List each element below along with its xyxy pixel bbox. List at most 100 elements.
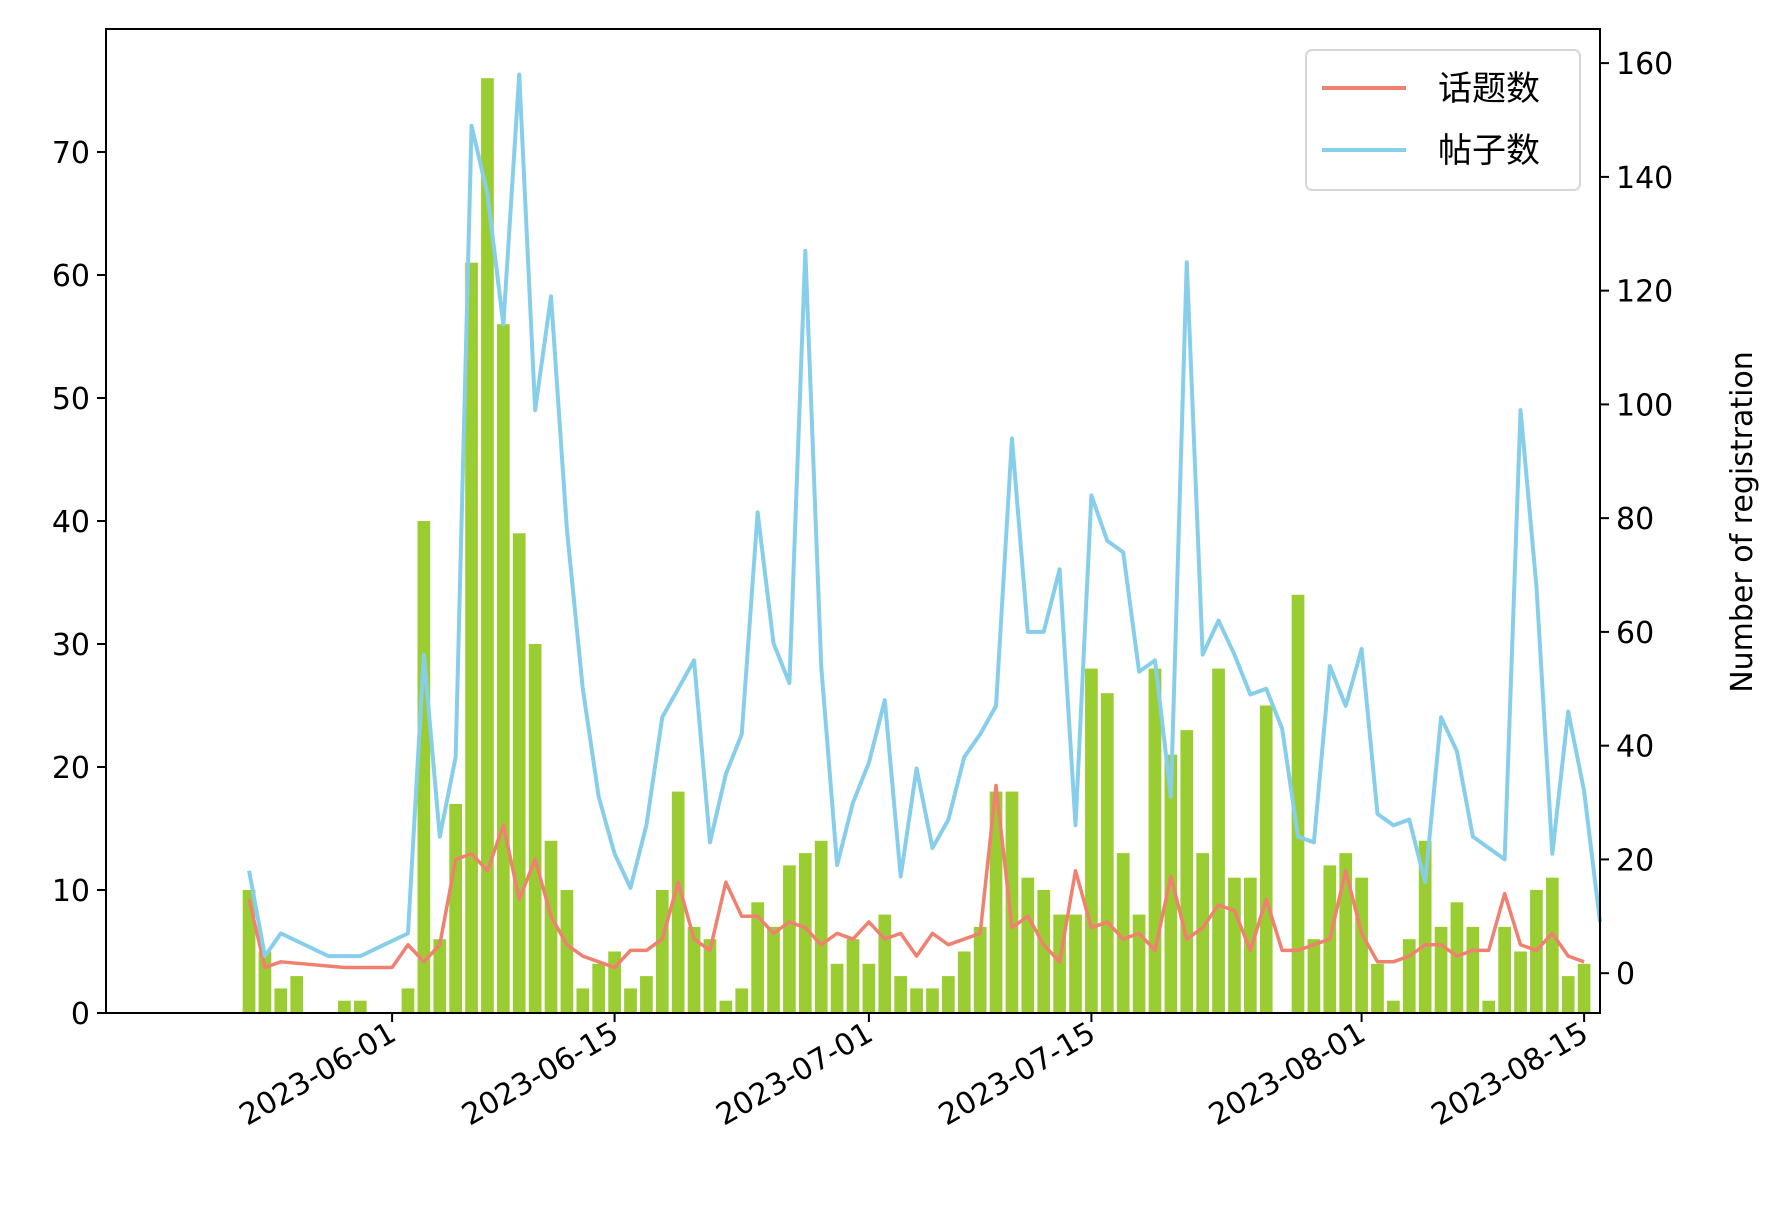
line-series-0 <box>247 783 1585 970</box>
bar <box>719 1000 733 1013</box>
bar <box>1259 705 1273 1013</box>
bar <box>465 262 478 1013</box>
bar <box>624 988 637 1013</box>
bar <box>1021 877 1035 1013</box>
y-right-tick-label: 60 <box>1616 616 1654 651</box>
y-right-tick-label: 80 <box>1616 502 1654 537</box>
bar <box>783 865 796 1013</box>
bar <box>894 976 908 1013</box>
bar <box>1434 926 1448 1013</box>
bar <box>1100 693 1114 1013</box>
bar <box>1514 951 1527 1013</box>
y-left-tick-label: 70 <box>52 136 90 171</box>
bar <box>1069 914 1082 1013</box>
bar <box>1371 963 1384 1013</box>
bar <box>1307 939 1321 1013</box>
bar <box>989 791 1003 1013</box>
bar <box>481 78 494 1013</box>
bar <box>338 1000 351 1013</box>
y-right-tick-label: 160 <box>1616 47 1673 82</box>
legend-box <box>1305 49 1581 191</box>
bar <box>751 902 764 1013</box>
bar <box>1355 877 1368 1013</box>
bar <box>290 976 304 1013</box>
y-left-tick-label: 60 <box>52 259 90 294</box>
bar <box>1228 877 1241 1013</box>
bar <box>1291 594 1305 1013</box>
bar <box>353 1000 367 1013</box>
bar <box>798 853 812 1013</box>
bar <box>1402 939 1416 1013</box>
y-right-tick-label: 100 <box>1616 388 1673 423</box>
y-left-tick-label: 10 <box>52 874 90 909</box>
y-right-tick-label: 120 <box>1616 275 1673 310</box>
bar <box>560 890 574 1013</box>
bar <box>655 890 669 1013</box>
bar <box>1387 1000 1400 1013</box>
bar <box>1498 926 1511 1013</box>
bar <box>1577 963 1591 1013</box>
bar <box>512 533 526 1013</box>
y-left-tick-label: 30 <box>52 628 90 663</box>
bar <box>878 914 892 1013</box>
line-series-group <box>247 72 1602 970</box>
bar <box>1212 668 1225 1013</box>
bar <box>942 976 955 1013</box>
y-right-tick-label: 0 <box>1616 957 1635 992</box>
bar <box>910 988 923 1013</box>
y-left-tick-label: 40 <box>52 505 90 540</box>
bar <box>814 840 828 1013</box>
bar <box>1180 730 1194 1013</box>
bar <box>1196 853 1210 1013</box>
bar <box>449 803 463 1013</box>
bar <box>703 939 717 1013</box>
bar <box>1005 791 1019 1013</box>
y-left-tick-label: 0 <box>71 997 90 1032</box>
bar <box>926 988 939 1013</box>
bar <box>576 988 590 1013</box>
y-left-tick-label: 20 <box>52 751 90 786</box>
bar <box>1418 840 1432 1013</box>
bar <box>846 939 860 1013</box>
bar <box>1561 976 1575 1013</box>
line-series-1 <box>247 72 1602 959</box>
bar <box>1339 853 1353 1013</box>
y-right-tick-label: 140 <box>1616 161 1673 196</box>
y-axis-left: 0 10 20 30 40 50 60 70 <box>52 136 106 1032</box>
bar <box>1037 890 1051 1013</box>
bar <box>640 976 653 1013</box>
bar <box>830 963 844 1013</box>
legend-label: 帖子数 <box>1438 131 1540 171</box>
y-right-tick-label: 40 <box>1616 730 1654 765</box>
bar <box>1466 926 1480 1013</box>
y-left-tick-label: 50 <box>52 382 90 417</box>
bar <box>1085 668 1098 1013</box>
bar <box>1132 914 1146 1013</box>
bar <box>671 791 685 1013</box>
bar <box>592 963 606 1013</box>
bar <box>1116 853 1130 1013</box>
bar <box>1545 877 1559 1013</box>
bar <box>242 890 256 1013</box>
bar <box>401 988 415 1013</box>
bar <box>274 988 288 1013</box>
bar <box>735 988 749 1013</box>
bar <box>1482 1000 1496 1013</box>
legend-label: 话题数 <box>1438 69 1540 109</box>
y-axis-right: 0 20 40 60 80 100 120 140 160 <box>1600 47 1673 992</box>
bar <box>496 324 510 1013</box>
bar <box>687 926 701 1013</box>
bar <box>862 963 876 1013</box>
bar <box>957 951 971 1013</box>
bar <box>544 840 558 1013</box>
bar <box>767 926 780 1013</box>
bar <box>433 939 447 1013</box>
bar <box>528 644 542 1013</box>
y-axis-right-label: Number of registration <box>1725 351 1760 693</box>
y-right-tick-label: 20 <box>1616 843 1654 878</box>
bar <box>417 521 431 1013</box>
bar <box>973 926 987 1013</box>
bar <box>1148 668 1162 1013</box>
